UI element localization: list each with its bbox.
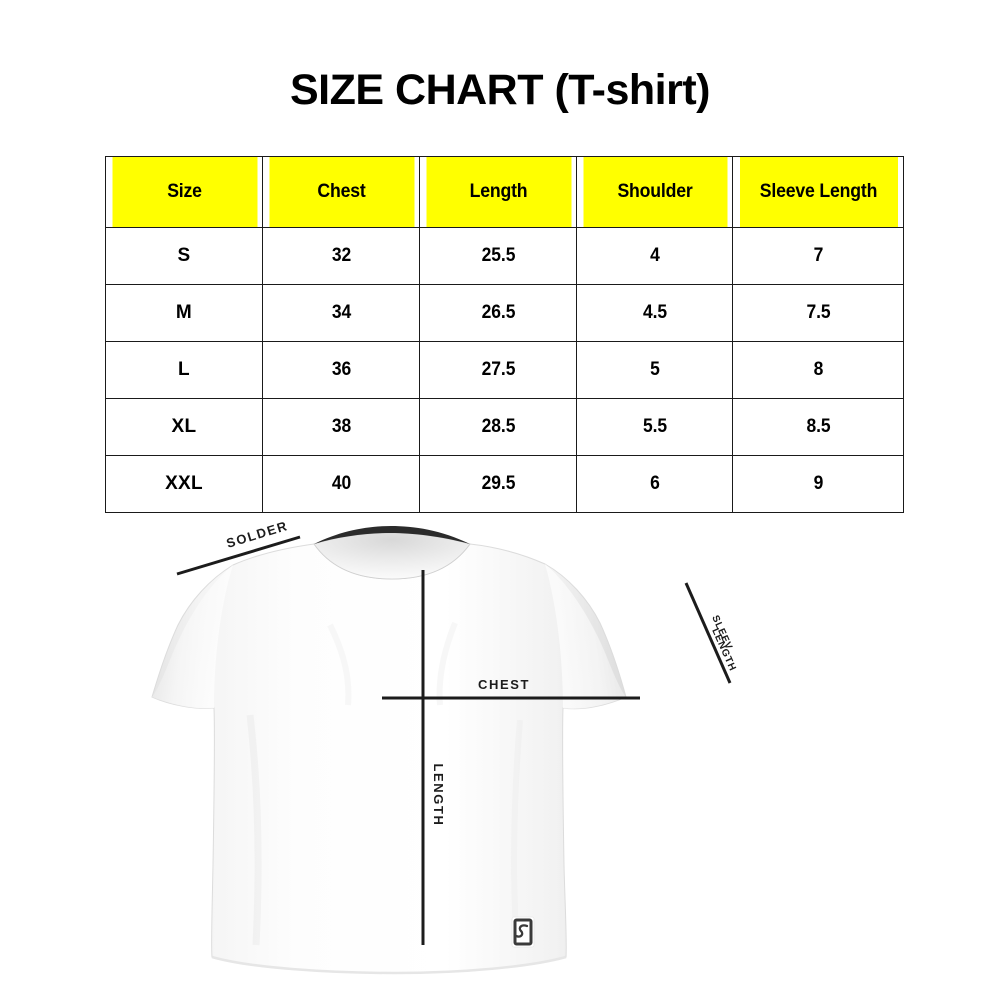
right-sleeve-shade [545,564,626,709]
chest-label: CHEST [478,677,530,692]
cell-length: 29.5 [425,455,571,513]
column-header-shoulder: Shoulder [581,156,728,228]
size-table-container: Size Chest Length Shoulder Sleeve Length… [105,156,903,513]
chest-dimension: CHEST [382,677,640,700]
table-row: XL 38 28.5 5.5 8.5 [105,398,904,456]
column-header-size: Size [110,156,258,228]
shoulder-label: SOLDER [224,518,289,551]
cell-length: 26.5 [425,284,571,342]
cell-size: XL [105,398,263,456]
shoulder-arrow [176,535,301,576]
cell-size: M [105,284,263,342]
cell-chest: 40 [268,455,414,513]
column-header-chest: Chest [267,156,415,228]
table-row: S 32 25.5 4 7 [105,227,904,285]
shirt-shape [151,526,627,975]
cell-sleeve: 8 [738,341,898,399]
cell-chest: 38 [268,398,414,456]
cell-sleeve: 8.5 [738,398,898,456]
table-row: XXL 40 29.5 6 9 [105,455,904,513]
table-header-row: Size Chest Length Shoulder Sleeve Length [106,156,904,228]
cell-length: 28.5 [425,398,571,456]
tshirt-illustration: SOLDER SLEEV LENGTH CHEST LENGTH [151,518,738,975]
fabric-fold [327,623,352,706]
cell-size: S [105,227,263,285]
length-label: LENGTH [431,763,446,826]
collar-band [314,526,470,544]
cell-sleeve: 7.5 [738,284,898,342]
cell-sleeve: 9 [738,455,898,513]
length-dimension: LENGTH [421,570,446,945]
bottom-hem [211,955,567,975]
sleeve-length-dimension: SLEEV LENGTH [684,582,738,684]
brand-logo-icon [511,916,535,948]
cell-shoulder: 5.5 [582,398,727,456]
left-sleeve-shade [152,565,233,709]
cell-chest: 36 [268,341,414,399]
cell-shoulder: 6 [582,455,727,513]
fabric-fold [246,714,262,946]
size-chart-table: Size Chest Length Shoulder Sleeve Length… [105,156,904,513]
cell-sleeve: 7 [738,227,898,285]
cell-size: XXL [105,455,263,513]
cell-chest: 34 [268,284,414,342]
page-title: SIZE CHART (T-shirt) [290,66,710,114]
cell-size: L [105,341,263,399]
column-header-sleeve-length: Sleeve Length [738,156,898,228]
cell-chest: 32 [268,227,414,285]
cell-length: 27.5 [425,341,571,399]
table-row: M 34 26.5 4.5 7.5 [105,284,904,342]
cell-shoulder: 4 [582,227,727,285]
cell-length: 25.5 [425,227,571,285]
neckline [313,532,471,580]
sleeve-length-arrow [684,582,732,684]
cell-shoulder: 4.5 [582,284,727,342]
tshirt-measurement-diagram: SOLDER SLEEV LENGTH CHEST LENGTH [0,505,1000,1000]
table-row: L 36 27.5 5 8 [105,341,904,399]
column-header-length: Length [424,156,572,228]
cell-shoulder: 5 [582,341,727,399]
